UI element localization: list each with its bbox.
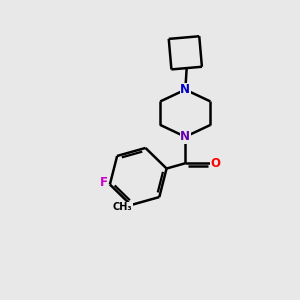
- Text: N: N: [180, 83, 190, 96]
- Text: N: N: [180, 130, 190, 143]
- Text: CH₃: CH₃: [113, 202, 133, 212]
- Text: O: O: [211, 157, 221, 170]
- Text: F: F: [99, 176, 107, 190]
